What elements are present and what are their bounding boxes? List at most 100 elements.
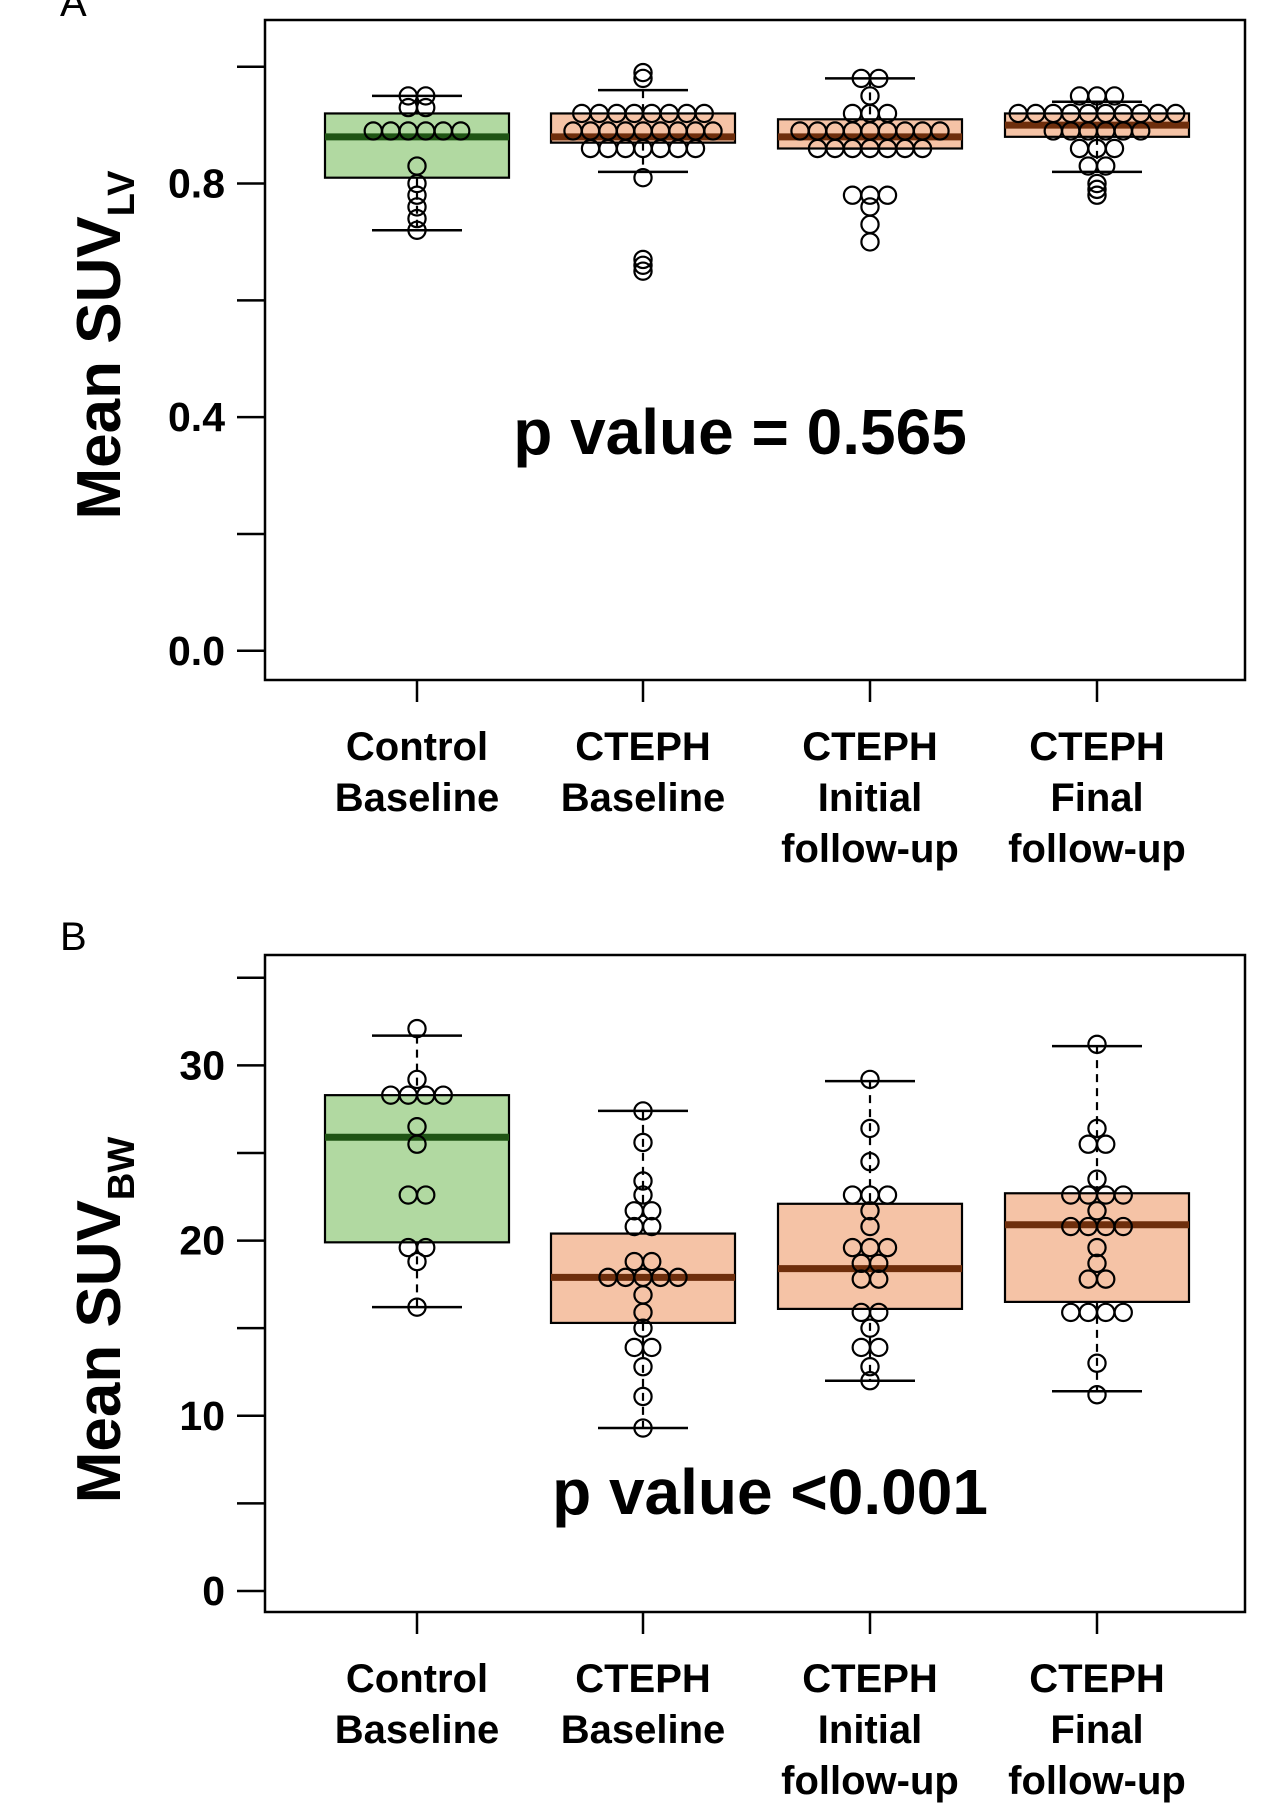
- data-point: [685, 138, 706, 159]
- data-point: [1166, 103, 1186, 124]
- category-label: Initial: [818, 776, 922, 820]
- data-point: [851, 1337, 871, 1358]
- panel-b-box-3: [776, 1069, 964, 1391]
- data-point: [633, 1418, 653, 1438]
- data-point: [1087, 1237, 1107, 1258]
- data-point: [416, 1237, 436, 1258]
- panel-a-box-1: [323, 86, 511, 240]
- y-tick-label: 0.4: [168, 394, 225, 440]
- data-point: [633, 62, 653, 83]
- panel-a-p-value-annotation: p value = 0.565: [513, 396, 967, 468]
- data-point: [869, 1302, 889, 1323]
- data-point: [433, 1085, 453, 1105]
- data-point: [1069, 138, 1090, 159]
- y-tick-label: 20: [179, 1218, 225, 1264]
- data-point: [1087, 1169, 1107, 1189]
- category-label: Baseline: [335, 776, 500, 820]
- data-point: [860, 232, 880, 252]
- panel-b-box-1: [323, 1018, 511, 1317]
- category-label: Control: [346, 725, 488, 769]
- data-point: [633, 1357, 653, 1377]
- data-point: [407, 220, 427, 240]
- data-point: [1096, 156, 1116, 176]
- panel-b-box-2: [549, 1101, 737, 1438]
- data-point: [1104, 86, 1125, 106]
- data-point: [1087, 1353, 1107, 1373]
- panel-a-y-axis-label: Mean SUVLV: [65, 170, 143, 520]
- data-point: [407, 185, 427, 205]
- data-point: [451, 121, 471, 141]
- y-tick-label: 0.0: [168, 628, 225, 674]
- data-point: [1104, 138, 1125, 159]
- y-axis-label-main: Mean SUV: [65, 1200, 134, 1503]
- data-point: [930, 121, 950, 141]
- data-point: [633, 1318, 653, 1338]
- y-tick-label: 0: [202, 1568, 225, 1614]
- y-tick-label: 30: [179, 1042, 225, 1088]
- box-iqr: [323, 1094, 511, 1244]
- data-point: [869, 1337, 889, 1358]
- panel-a-box-2: [549, 62, 737, 281]
- data-point: [1078, 1302, 1098, 1323]
- data-point: [860, 1152, 880, 1172]
- panel-a-box-4: [1003, 86, 1191, 205]
- data-point: [633, 1101, 653, 1121]
- data-point: [407, 1134, 427, 1154]
- category-label: follow-up: [781, 827, 959, 871]
- data-point: [633, 1302, 653, 1323]
- data-point: [416, 1185, 436, 1205]
- box-iqr: [323, 112, 511, 179]
- category-label: follow-up: [1008, 1759, 1186, 1803]
- data-point: [407, 173, 427, 194]
- data-point: [1087, 173, 1107, 194]
- data-point: [1087, 1201, 1107, 1221]
- panel-b-letter: B: [60, 915, 87, 959]
- data-point: [633, 1386, 653, 1407]
- data-point: [842, 185, 863, 205]
- data-point: [877, 1185, 898, 1205]
- data-point: [642, 1337, 662, 1358]
- data-point: [912, 138, 933, 159]
- category-label: CTEPH: [1029, 725, 1165, 769]
- data-point: [633, 261, 653, 281]
- data-point: [869, 1253, 889, 1274]
- data-point: [1113, 1185, 1133, 1205]
- data-point: [1078, 1134, 1098, 1154]
- data-point: [407, 1069, 427, 1090]
- category-label: follow-up: [781, 1759, 959, 1803]
- category-label: Baseline: [335, 1708, 500, 1752]
- category-label: Final: [1050, 776, 1143, 820]
- y-tick-label: 10: [179, 1393, 225, 1439]
- data-point: [860, 1201, 880, 1221]
- y-axis-label-main: Mean SUV: [65, 216, 134, 519]
- data-point: [416, 86, 436, 106]
- data-point: [860, 1371, 880, 1391]
- data-point: [1087, 1385, 1107, 1405]
- data-point: [1096, 1134, 1116, 1154]
- y-axis-label-subscript: BW: [101, 1137, 143, 1200]
- panel-b-y-axis-label: Mean SUVBW: [65, 1137, 143, 1504]
- data-point: [860, 214, 880, 235]
- data-point: [642, 1201, 662, 1221]
- data-point: [1087, 1253, 1107, 1274]
- panel-a-plot-frame: [263, 18, 1247, 682]
- data-point: [407, 1251, 427, 1272]
- data-point: [633, 255, 653, 276]
- category-label: CTEPH: [802, 1657, 938, 1701]
- data-point: [624, 1201, 644, 1221]
- category-label: follow-up: [1008, 827, 1186, 871]
- data-point: [407, 197, 427, 217]
- panel-a-box-3: [776, 68, 964, 252]
- data-point: [1096, 1269, 1116, 1289]
- box-iqr: [1003, 1192, 1191, 1303]
- data-point: [877, 185, 898, 205]
- data-point: [860, 1069, 880, 1090]
- data-point: [1087, 185, 1107, 205]
- data-point: [1096, 1302, 1116, 1323]
- data-point: [1131, 121, 1151, 141]
- y-tick-label: 0.8: [168, 161, 225, 207]
- data-point: [1087, 1118, 1107, 1139]
- data-point: [633, 167, 653, 188]
